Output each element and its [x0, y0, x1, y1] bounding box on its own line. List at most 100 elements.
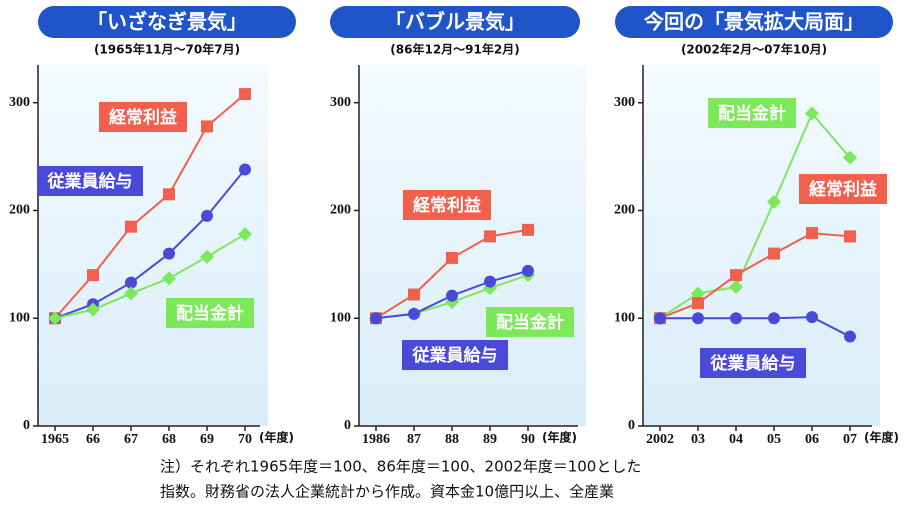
- marker: [729, 279, 743, 294]
- x-tick-label: 88: [445, 432, 459, 447]
- y-tick-label: 300: [9, 95, 30, 110]
- note: 指数。財務省の法人企業統計から作成。資本金10億円以上、全産業: [160, 483, 614, 501]
- x-axis-label: (年度): [542, 430, 577, 445]
- x-tick-label: 07: [843, 432, 857, 447]
- legend-label: 従業員給与: [47, 171, 133, 192]
- x-tick-label: 04: [729, 432, 743, 447]
- title-pill: [38, 6, 296, 38]
- title-pill: [615, 6, 893, 38]
- marker: [48, 311, 62, 326]
- legend-box: [486, 307, 574, 337]
- marker: [239, 88, 251, 101]
- x-axis-label: (年度): [864, 430, 899, 445]
- y-tick-label: 100: [614, 310, 635, 325]
- marker: [768, 312, 780, 325]
- marker: [522, 223, 534, 236]
- x-tick-label: 70: [238, 432, 252, 447]
- marker: [484, 275, 496, 288]
- legend-box: [700, 348, 806, 378]
- marker: [767, 194, 781, 209]
- marker: [239, 163, 251, 176]
- marker: [125, 276, 137, 289]
- marker: [162, 271, 176, 286]
- marker: [200, 249, 214, 264]
- marker: [446, 289, 458, 302]
- x-tick-label: 69: [200, 432, 214, 447]
- marker: [844, 330, 856, 343]
- legend-box: [402, 340, 508, 370]
- series-line: [660, 316, 851, 338]
- legend-label: 従業員給与: [412, 345, 498, 366]
- x-tick-label: 67: [124, 432, 138, 447]
- chart-subtitle: (1965年11月～70年7月): [94, 42, 240, 57]
- y-tick-label: 100: [9, 310, 30, 325]
- marker: [484, 230, 496, 243]
- marker: [370, 312, 382, 325]
- series-line: [54, 233, 246, 320]
- marker: [201, 120, 213, 133]
- series-line: [54, 93, 246, 319]
- marker: [692, 312, 704, 325]
- x-tick-label: 66: [86, 432, 100, 447]
- y-tick-label: 0: [628, 418, 635, 433]
- marker: [124, 286, 138, 301]
- legend-box: [37, 166, 143, 196]
- marker: [730, 312, 742, 325]
- y-tick-label: 200: [9, 203, 30, 218]
- marker: [654, 312, 666, 325]
- y-tick-label: 200: [614, 203, 635, 218]
- title-pill: [330, 6, 580, 38]
- chart-subtitle: (86年12月～91年2月): [390, 42, 519, 57]
- x-tick-label: 05: [767, 432, 781, 447]
- chart-title: 今回の「景気拡大局面」: [644, 10, 864, 34]
- chart-title: 「バブル景気」: [385, 10, 525, 34]
- x-tick-label: 90: [521, 432, 535, 447]
- legend-box: [166, 298, 254, 328]
- legend-label: 配当金計: [718, 103, 786, 124]
- x-tick-label: 89: [483, 432, 497, 447]
- marker: [805, 106, 819, 121]
- y-tick-label: 200: [330, 203, 351, 218]
- legend-label: 経常利益: [413, 195, 481, 216]
- marker: [522, 264, 534, 277]
- legend-box: [403, 190, 491, 220]
- legend-label: 経常利益: [109, 107, 177, 128]
- marker: [125, 220, 137, 233]
- y-tick-label: 0: [344, 418, 351, 433]
- marker: [201, 209, 213, 222]
- marker: [692, 297, 704, 310]
- x-tick-label: 03: [691, 432, 705, 447]
- chart-subtitle: (2002年2月～07年10月): [681, 42, 827, 57]
- marker: [163, 247, 175, 260]
- legend-box: [99, 102, 187, 132]
- x-tick-label: 1965: [41, 432, 69, 447]
- x-tick-label: 2002: [646, 432, 674, 447]
- legend-label: 従業員給与: [710, 353, 796, 374]
- legend-box: [708, 98, 796, 128]
- legend-label: 配当金計: [496, 312, 564, 333]
- marker: [238, 227, 252, 242]
- legend-label: 配当金計: [176, 303, 244, 324]
- y-tick-label: 0: [23, 418, 30, 433]
- legend-label: 経常利益: [809, 179, 877, 200]
- x-axis-label: (年度): [259, 430, 294, 445]
- series-line: [659, 111, 851, 320]
- note: 注）それぞれ1965年度＝100、86年度＝100、2002年度＝100とした: [160, 458, 641, 476]
- marker: [844, 230, 856, 243]
- marker: [806, 227, 818, 240]
- series-line: [659, 232, 851, 320]
- x-tick-label: 68: [162, 432, 176, 447]
- marker: [87, 269, 99, 282]
- marker: [408, 307, 420, 320]
- marker: [691, 286, 705, 301]
- marker: [768, 247, 780, 260]
- chart-title: 「いざなぎ景気」: [87, 10, 247, 34]
- marker: [86, 302, 100, 317]
- y-tick-label: 100: [330, 310, 351, 325]
- x-tick-label: 1986: [362, 432, 390, 447]
- x-tick-label: 06: [805, 432, 819, 447]
- marker: [163, 188, 175, 201]
- y-tick-label: 300: [330, 95, 351, 110]
- marker: [446, 251, 458, 264]
